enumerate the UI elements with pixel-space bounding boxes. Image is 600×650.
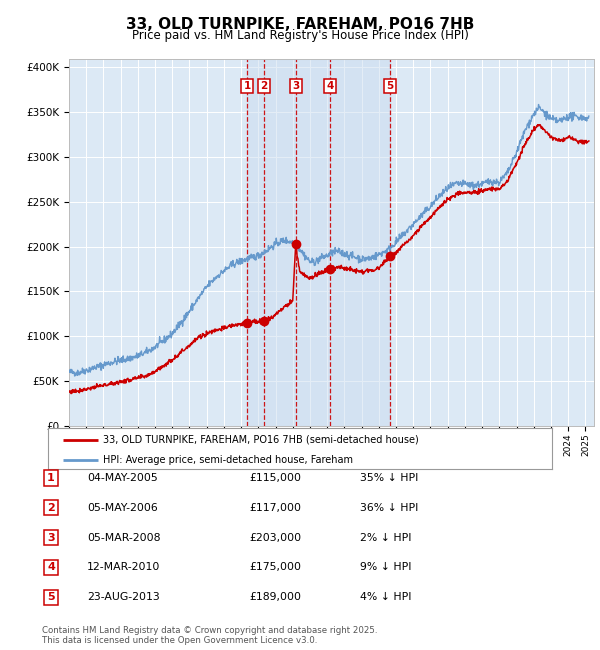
Text: £117,000: £117,000 xyxy=(249,502,301,513)
Text: 3: 3 xyxy=(292,81,299,91)
Text: 12-MAR-2010: 12-MAR-2010 xyxy=(87,562,160,573)
Text: £175,000: £175,000 xyxy=(249,562,301,573)
Text: £115,000: £115,000 xyxy=(249,473,301,483)
Text: £203,000: £203,000 xyxy=(249,532,301,543)
Text: 04-MAY-2005: 04-MAY-2005 xyxy=(87,473,158,483)
Text: 35% ↓ HPI: 35% ↓ HPI xyxy=(360,473,418,483)
Text: 9% ↓ HPI: 9% ↓ HPI xyxy=(360,562,412,573)
Text: 4: 4 xyxy=(327,81,334,91)
Text: 33, OLD TURNPIKE, FAREHAM, PO16 7HB (semi-detached house): 33, OLD TURNPIKE, FAREHAM, PO16 7HB (sem… xyxy=(103,435,419,445)
Text: 4: 4 xyxy=(47,562,55,573)
Text: 1: 1 xyxy=(244,81,251,91)
Text: 2: 2 xyxy=(47,502,55,513)
Text: 1: 1 xyxy=(47,473,55,483)
Text: Price paid vs. HM Land Registry's House Price Index (HPI): Price paid vs. HM Land Registry's House … xyxy=(131,29,469,42)
Text: 2: 2 xyxy=(260,81,268,91)
Text: 5: 5 xyxy=(47,592,55,603)
Text: 05-MAR-2008: 05-MAR-2008 xyxy=(87,532,161,543)
Text: 23-AUG-2013: 23-AUG-2013 xyxy=(87,592,160,603)
Text: 05-MAY-2006: 05-MAY-2006 xyxy=(87,502,158,513)
Text: 2% ↓ HPI: 2% ↓ HPI xyxy=(360,532,412,543)
Text: 33, OLD TURNPIKE, FAREHAM, PO16 7HB: 33, OLD TURNPIKE, FAREHAM, PO16 7HB xyxy=(126,17,474,32)
Text: This data is licensed under the Open Government Licence v3.0.: This data is licensed under the Open Gov… xyxy=(42,636,317,645)
Text: HPI: Average price, semi-detached house, Fareham: HPI: Average price, semi-detached house,… xyxy=(103,455,353,465)
Text: 3: 3 xyxy=(47,532,55,543)
Bar xyxy=(247,58,390,426)
Text: 4% ↓ HPI: 4% ↓ HPI xyxy=(360,592,412,603)
Text: £189,000: £189,000 xyxy=(249,592,301,603)
Text: 36% ↓ HPI: 36% ↓ HPI xyxy=(360,502,418,513)
Text: Contains HM Land Registry data © Crown copyright and database right 2025.: Contains HM Land Registry data © Crown c… xyxy=(42,626,377,635)
Text: 5: 5 xyxy=(386,81,394,91)
